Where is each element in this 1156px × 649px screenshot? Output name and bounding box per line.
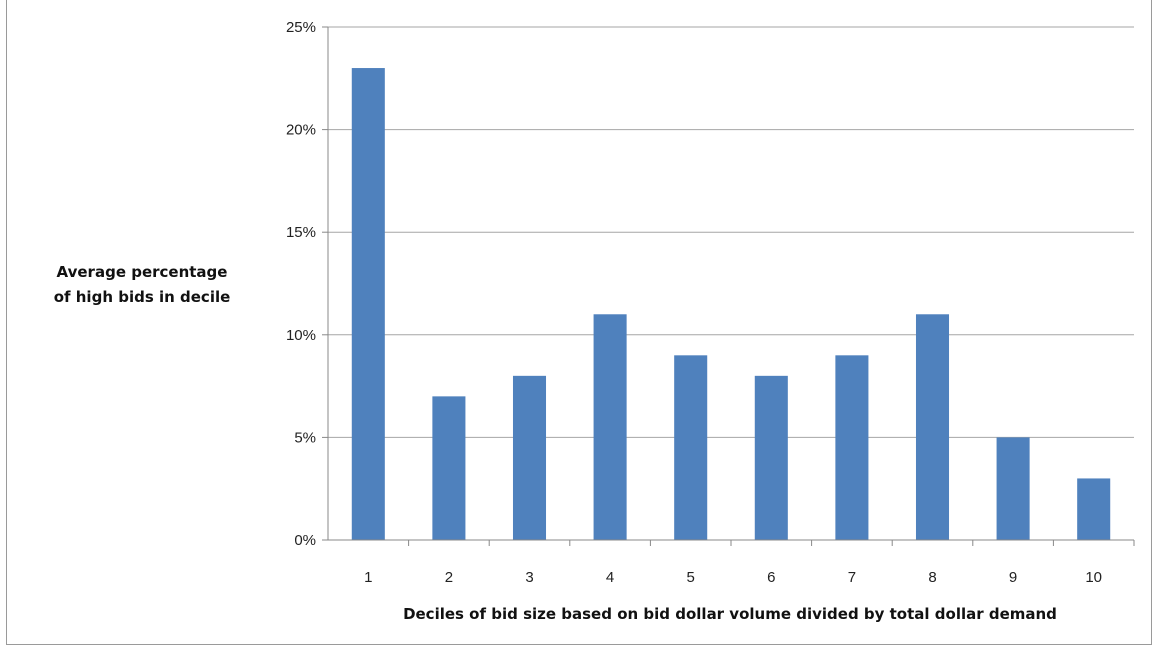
x-tick-label-10: 10: [1085, 569, 1102, 586]
bar-decile-1: [351, 68, 385, 540]
bars: [351, 68, 1111, 540]
bar-decile-4: [593, 314, 627, 540]
bar-decile-2: [432, 396, 466, 540]
bar-decile-10: [1077, 478, 1111, 540]
y-tick-label-20: 20%: [286, 122, 316, 139]
bar-decile-6: [754, 375, 788, 540]
x-tick-labels: 1 2 3 4 5 6 7 8 9 10: [364, 569, 1102, 586]
x-tick-label-2: 2: [445, 569, 453, 586]
x-tick-label-5: 5: [687, 569, 695, 586]
x-tick-label-7: 7: [848, 569, 856, 586]
y-tick-label-15: 15%: [286, 224, 316, 241]
chart-frame: [6, 0, 1152, 645]
y-tick-label-0: 0%: [294, 532, 316, 549]
x-tick-label-1: 1: [364, 569, 372, 586]
x-axis-title: Deciles of bid size based on bid dollar …: [403, 605, 1057, 623]
bar-decile-3: [512, 375, 547, 540]
bar-decile-7: [835, 355, 869, 540]
y-axis-title-line-1: Average percentage: [57, 263, 228, 281]
x-tick-label-6: 6: [767, 569, 775, 586]
bar-decile-5: [674, 355, 708, 540]
bar-decile-8: [915, 314, 950, 540]
x-tick-label-4: 4: [606, 569, 614, 586]
y-tick-labels: 0% 5% 10% 15% 20% 25%: [286, 19, 316, 549]
y-tick-label-25: 25%: [286, 19, 316, 36]
y-tick-label-10: 10%: [286, 327, 316, 344]
y-tick-label-5: 5%: [294, 429, 316, 446]
y-axis-title-line-2: of high bids in decile: [54, 288, 231, 306]
x-tick-label-3: 3: [525, 569, 533, 586]
axes: [322, 26, 1135, 546]
bar-decile-9: [996, 437, 1030, 540]
x-tick-label-9: 9: [1009, 569, 1017, 586]
x-tick-label-8: 8: [928, 569, 936, 586]
gridlines: [328, 26, 1134, 438]
